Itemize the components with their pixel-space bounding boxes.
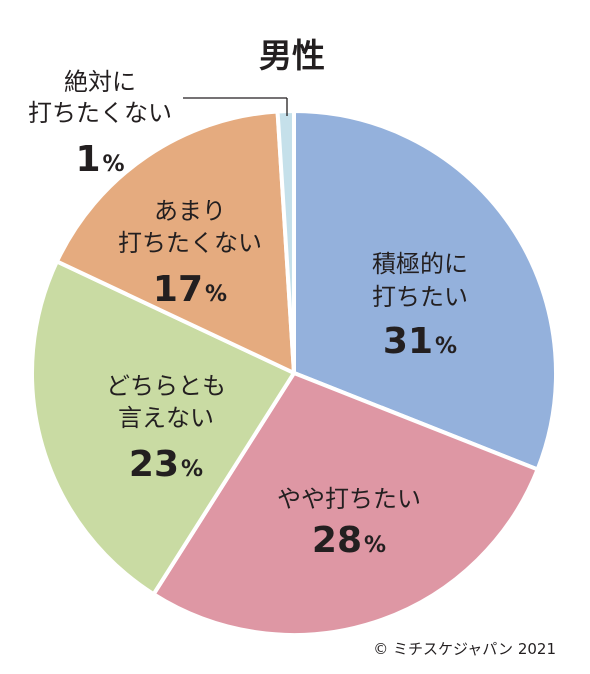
- slice-percent: 28%: [312, 520, 386, 561]
- pie-slice: [275, 109, 296, 375]
- slice-percent: 1%: [75, 139, 124, 180]
- slice-percent: 23%: [129, 444, 203, 485]
- slice-label: どちらとも: [106, 372, 226, 400]
- slice-label: 絶対に: [64, 68, 136, 96]
- pie-slice: [292, 109, 558, 472]
- slice-percent: 17%: [153, 269, 227, 310]
- slice-label: 言えない: [118, 404, 214, 432]
- slice-label: 打ちたい: [372, 283, 468, 311]
- slice-labels: 積極的に打ちたい31%やや打ちたい28%どちらとも言えない23%あまり打ちたくな…: [28, 68, 468, 561]
- slice-percent: 31%: [383, 321, 457, 362]
- pie-slice: [30, 259, 296, 597]
- slice-label: やや打ちたい: [277, 485, 421, 513]
- copyright-credit: © ミチスケジャパン 2021: [373, 640, 556, 658]
- slice-label: 打ちたくない: [118, 229, 262, 257]
- pie-slice: [151, 371, 540, 637]
- pie-slices: [30, 109, 558, 637]
- slice-label: あまり: [154, 197, 226, 225]
- slice-label: 積極的に: [372, 250, 468, 278]
- slice-label: 打ちたくない: [28, 99, 172, 127]
- chart-title: 男性: [259, 36, 325, 75]
- pie-slice: [54, 109, 296, 375]
